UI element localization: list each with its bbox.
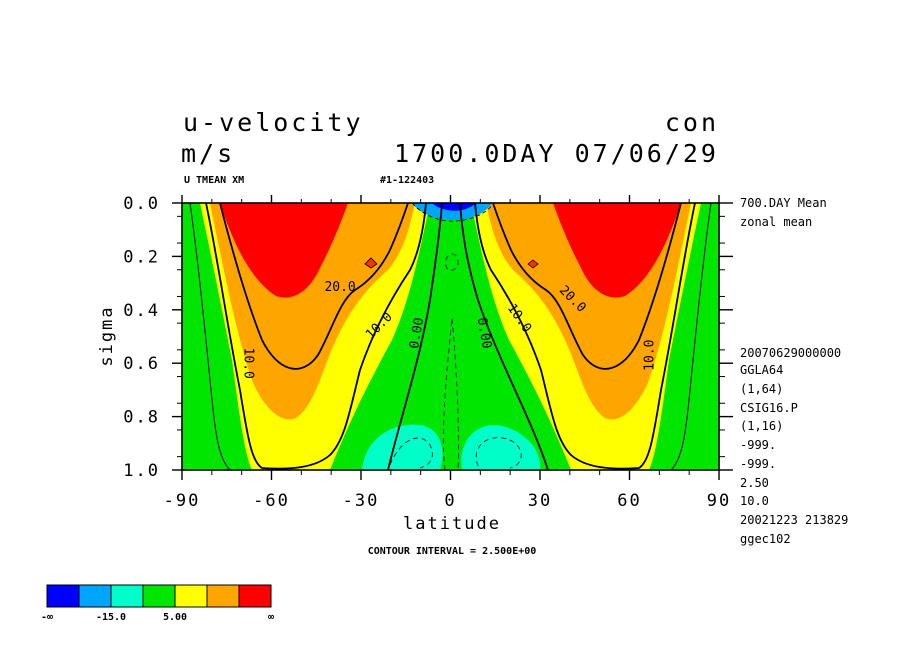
side-info-line: 20070629000000 <box>740 346 841 360</box>
colorbar-swatch <box>238 584 272 608</box>
y-axis: 0.0 0.2 0.4 0.6 0.8 1.0 <box>123 194 733 481</box>
x-tick-label: -60 <box>253 491 290 511</box>
contour-line <box>387 203 443 470</box>
red-max-south <box>364 257 378 269</box>
y-tick-label: 1.0 <box>123 461 160 481</box>
side-info-line: ggec102 <box>740 532 791 546</box>
x-tick-label: 0 <box>444 491 456 511</box>
x-tick-label: 60 <box>617 491 641 511</box>
contour-label: 10.0 <box>241 348 256 379</box>
x-tick-label: -90 <box>164 491 201 511</box>
chart-title: u-velocity <box>183 108 364 137</box>
contour-line <box>189 203 231 470</box>
x-tick-label: 90 <box>707 491 731 511</box>
x-tick-label: 30 <box>528 491 552 511</box>
y-tick-label: 0.6 <box>123 354 160 374</box>
contour-label: 20.0 <box>324 280 355 295</box>
contour-line <box>459 203 549 470</box>
contour-label: 10.0 <box>642 340 657 371</box>
side-info-line: -999. <box>740 457 776 471</box>
y-tick-label: 0.0 <box>123 194 160 214</box>
side-info-line: 20021223 213829 <box>740 513 848 527</box>
contour-label: 0.00 <box>407 317 427 350</box>
colorbar-label: 5.00 <box>163 612 187 623</box>
side-info-line: zonal mean <box>740 215 812 229</box>
contour-lines <box>189 203 712 470</box>
colorbar-swatch <box>174 584 208 608</box>
chart-title-right: con <box>665 108 719 137</box>
side-info-line: 10.0 <box>740 494 769 508</box>
colorbar-swatch <box>46 584 80 608</box>
band-blue-top <box>412 203 492 220</box>
y-tick-label: 0.2 <box>123 247 160 267</box>
side-info-line: -999. <box>740 438 776 452</box>
red-max-north <box>527 259 539 269</box>
side-info-line: GGLA64 <box>740 363 783 377</box>
colorbar-swatch <box>78 584 112 608</box>
side-info-line: (1,64) <box>740 382 783 396</box>
x-axis: -90 -60 -30 0 30 60 90 <box>164 195 731 511</box>
contour-line <box>474 203 696 470</box>
band-deepblue-top <box>432 203 476 211</box>
contour-line <box>205 203 427 470</box>
side-info-line: 2.50 <box>740 476 769 490</box>
contour-line <box>492 203 682 370</box>
units-label: m/s <box>181 139 235 168</box>
contour-line <box>670 203 712 470</box>
contour-field <box>182 203 719 470</box>
colorbar-label: -∞ <box>41 612 53 623</box>
band-cyan-south <box>362 424 443 470</box>
time-label: 1700.0DAY 07/06/29 <box>394 139 719 168</box>
y-axis-label: sigma <box>97 305 117 366</box>
band-cyan-north <box>461 424 541 470</box>
y-tick-label: 0.4 <box>123 301 160 321</box>
variable-label: U TMEAN XM <box>184 175 244 186</box>
contour-label: 0.00 <box>474 317 494 350</box>
band-red-north <box>553 203 681 298</box>
y-tick-label: 0.8 <box>123 408 160 428</box>
contour-line <box>389 437 433 469</box>
contour-interval-label: CONTOUR INTERVAL = 2.500E+00 <box>368 546 537 557</box>
side-info-line: (1,16) <box>740 419 783 433</box>
side-info: 700.DAY Mean zonal mean 20070629000000 GGLA… <box>740 196 848 546</box>
colorbar: -∞ -15.0 5.00 ∞ <box>41 584 274 623</box>
colorbar-swatch <box>206 584 240 608</box>
side-info-line: CSIG16.P <box>740 401 798 415</box>
colorbar-swatch <box>142 584 176 608</box>
x-axis-label: latitude <box>403 514 501 534</box>
contour-line <box>219 203 409 370</box>
side-info-line: 700.DAY Mean <box>740 196 827 210</box>
colorbar-label: -15.0 <box>96 612 126 623</box>
contour-line <box>411 203 495 222</box>
colorbar-swatch <box>110 584 144 608</box>
band-red-south <box>220 203 348 298</box>
colorbar-label: ∞ <box>268 612 274 623</box>
x-tick-label: -30 <box>343 491 380 511</box>
run-label: #1-122403 <box>380 175 434 186</box>
